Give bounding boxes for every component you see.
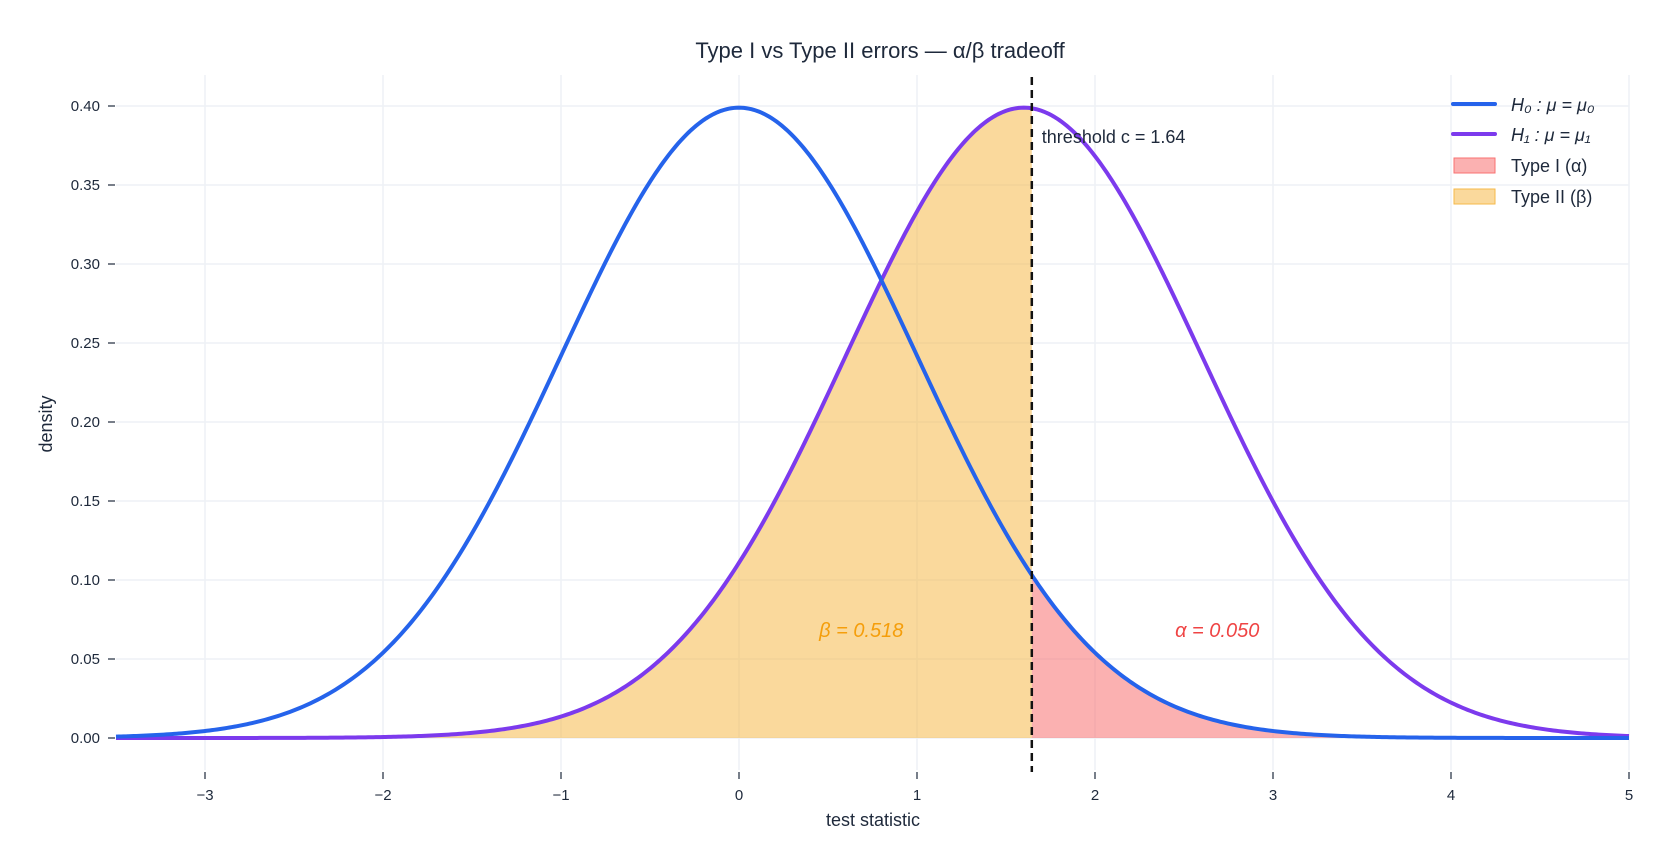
y-tick-label: 0.15 bbox=[71, 493, 100, 510]
error-areas bbox=[116, 107, 1629, 738]
h0-curve bbox=[115, 105, 1630, 740]
y-tick-label: 0.25 bbox=[71, 335, 100, 352]
y-tick-label: 0.40 bbox=[71, 98, 100, 115]
y-tick-label: 0.00 bbox=[71, 730, 100, 747]
legend: H₀ : μ = μ₀ H₁ : μ = μ₁ Type I (α) Type … bbox=[1451, 95, 1595, 207]
chart-title: Type I vs Type II errors — α/β tradeoff bbox=[695, 38, 1065, 63]
x-tick-label: 0 bbox=[735, 787, 743, 804]
alpha-annotation: α = 0.050 bbox=[1175, 620, 1259, 642]
y-tick-label: 0.30 bbox=[71, 256, 100, 273]
x-tick-label: 2 bbox=[1091, 787, 1099, 804]
x-axis: −3 −2 −1 0 1 2 3 4 5 bbox=[196, 772, 1633, 804]
legend-label-h1: H₁ : μ = μ₁ bbox=[1511, 125, 1591, 145]
y-axis: 0.00 0.05 0.10 0.15 0.20 0.25 0.30 0.35 0.40 bbox=[71, 98, 115, 747]
h1-curve bbox=[115, 105, 1630, 740]
legend-label-type1: Type I (α) bbox=[1511, 156, 1587, 176]
y-tick-label: 0.05 bbox=[71, 651, 100, 668]
y-tick-label: 0.20 bbox=[71, 414, 100, 431]
x-tick-label: 1 bbox=[913, 787, 921, 804]
x-tick-label: 4 bbox=[1447, 787, 1455, 804]
legend-swatch-type2 bbox=[1453, 188, 1496, 205]
y-tick-label: 0.35 bbox=[71, 177, 100, 194]
type1-area bbox=[1031, 575, 1629, 738]
series-lines bbox=[115, 105, 1630, 740]
legend-label-type2: Type II (β) bbox=[1511, 187, 1592, 207]
beta-annotation: β = 0.518 bbox=[818, 620, 903, 642]
x-tick-label: −1 bbox=[552, 787, 569, 804]
x-tick-label: −2 bbox=[374, 787, 391, 804]
x-tick-label: 5 bbox=[1625, 787, 1633, 804]
legend-swatch-type1 bbox=[1453, 157, 1496, 174]
x-axis-label: test statistic bbox=[826, 810, 920, 830]
x-tick-label: 3 bbox=[1269, 787, 1277, 804]
type2-area bbox=[116, 107, 1032, 738]
legend-label-h0: H₀ : μ = μ₀ bbox=[1511, 95, 1595, 115]
y-axis-label: density bbox=[36, 395, 56, 452]
threshold-label: threshold c = 1.64 bbox=[1042, 127, 1186, 147]
y-tick-label: 0.10 bbox=[71, 572, 100, 589]
x-tick-label: −3 bbox=[196, 787, 213, 804]
